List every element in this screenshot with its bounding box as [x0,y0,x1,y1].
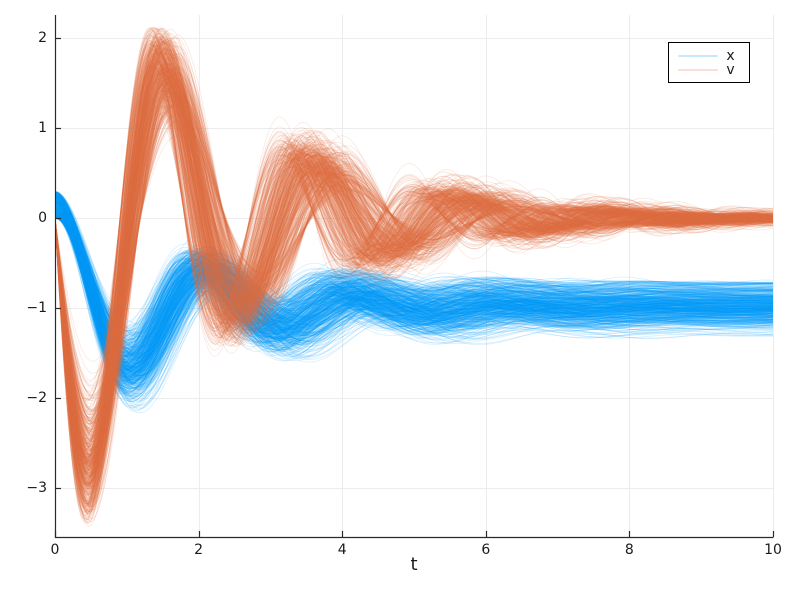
x-tick-label-4: 4 [337,542,347,558]
legend-label-x: x [726,47,735,64]
x-tick-label-10: 10 [764,542,782,558]
legend-label-v: v [726,61,735,78]
y-tick-label-0: 0 [38,210,47,227]
legend-line-sample-v [678,68,718,71]
x-tick-label-0: 0 [50,542,60,558]
legend-box: x v [668,42,750,83]
legend-line-sample-x [678,54,718,57]
y-tick-label-neg2: −2 [26,390,47,407]
x-tick-label-6: 6 [481,542,491,558]
x-axis-title: t [410,554,418,575]
legend-entry-x: x [669,49,749,63]
y-tick-label-2: 2 [38,30,47,47]
x-tick-label-2: 2 [194,542,204,558]
y-tick-label-1: 1 [38,120,47,137]
y-tick-label-neg3: −3 [26,480,47,497]
legend-entry-v: v [669,63,749,77]
y-tick-label-neg1: −1 [26,300,47,317]
x-tick-label-8: 8 [624,542,634,558]
